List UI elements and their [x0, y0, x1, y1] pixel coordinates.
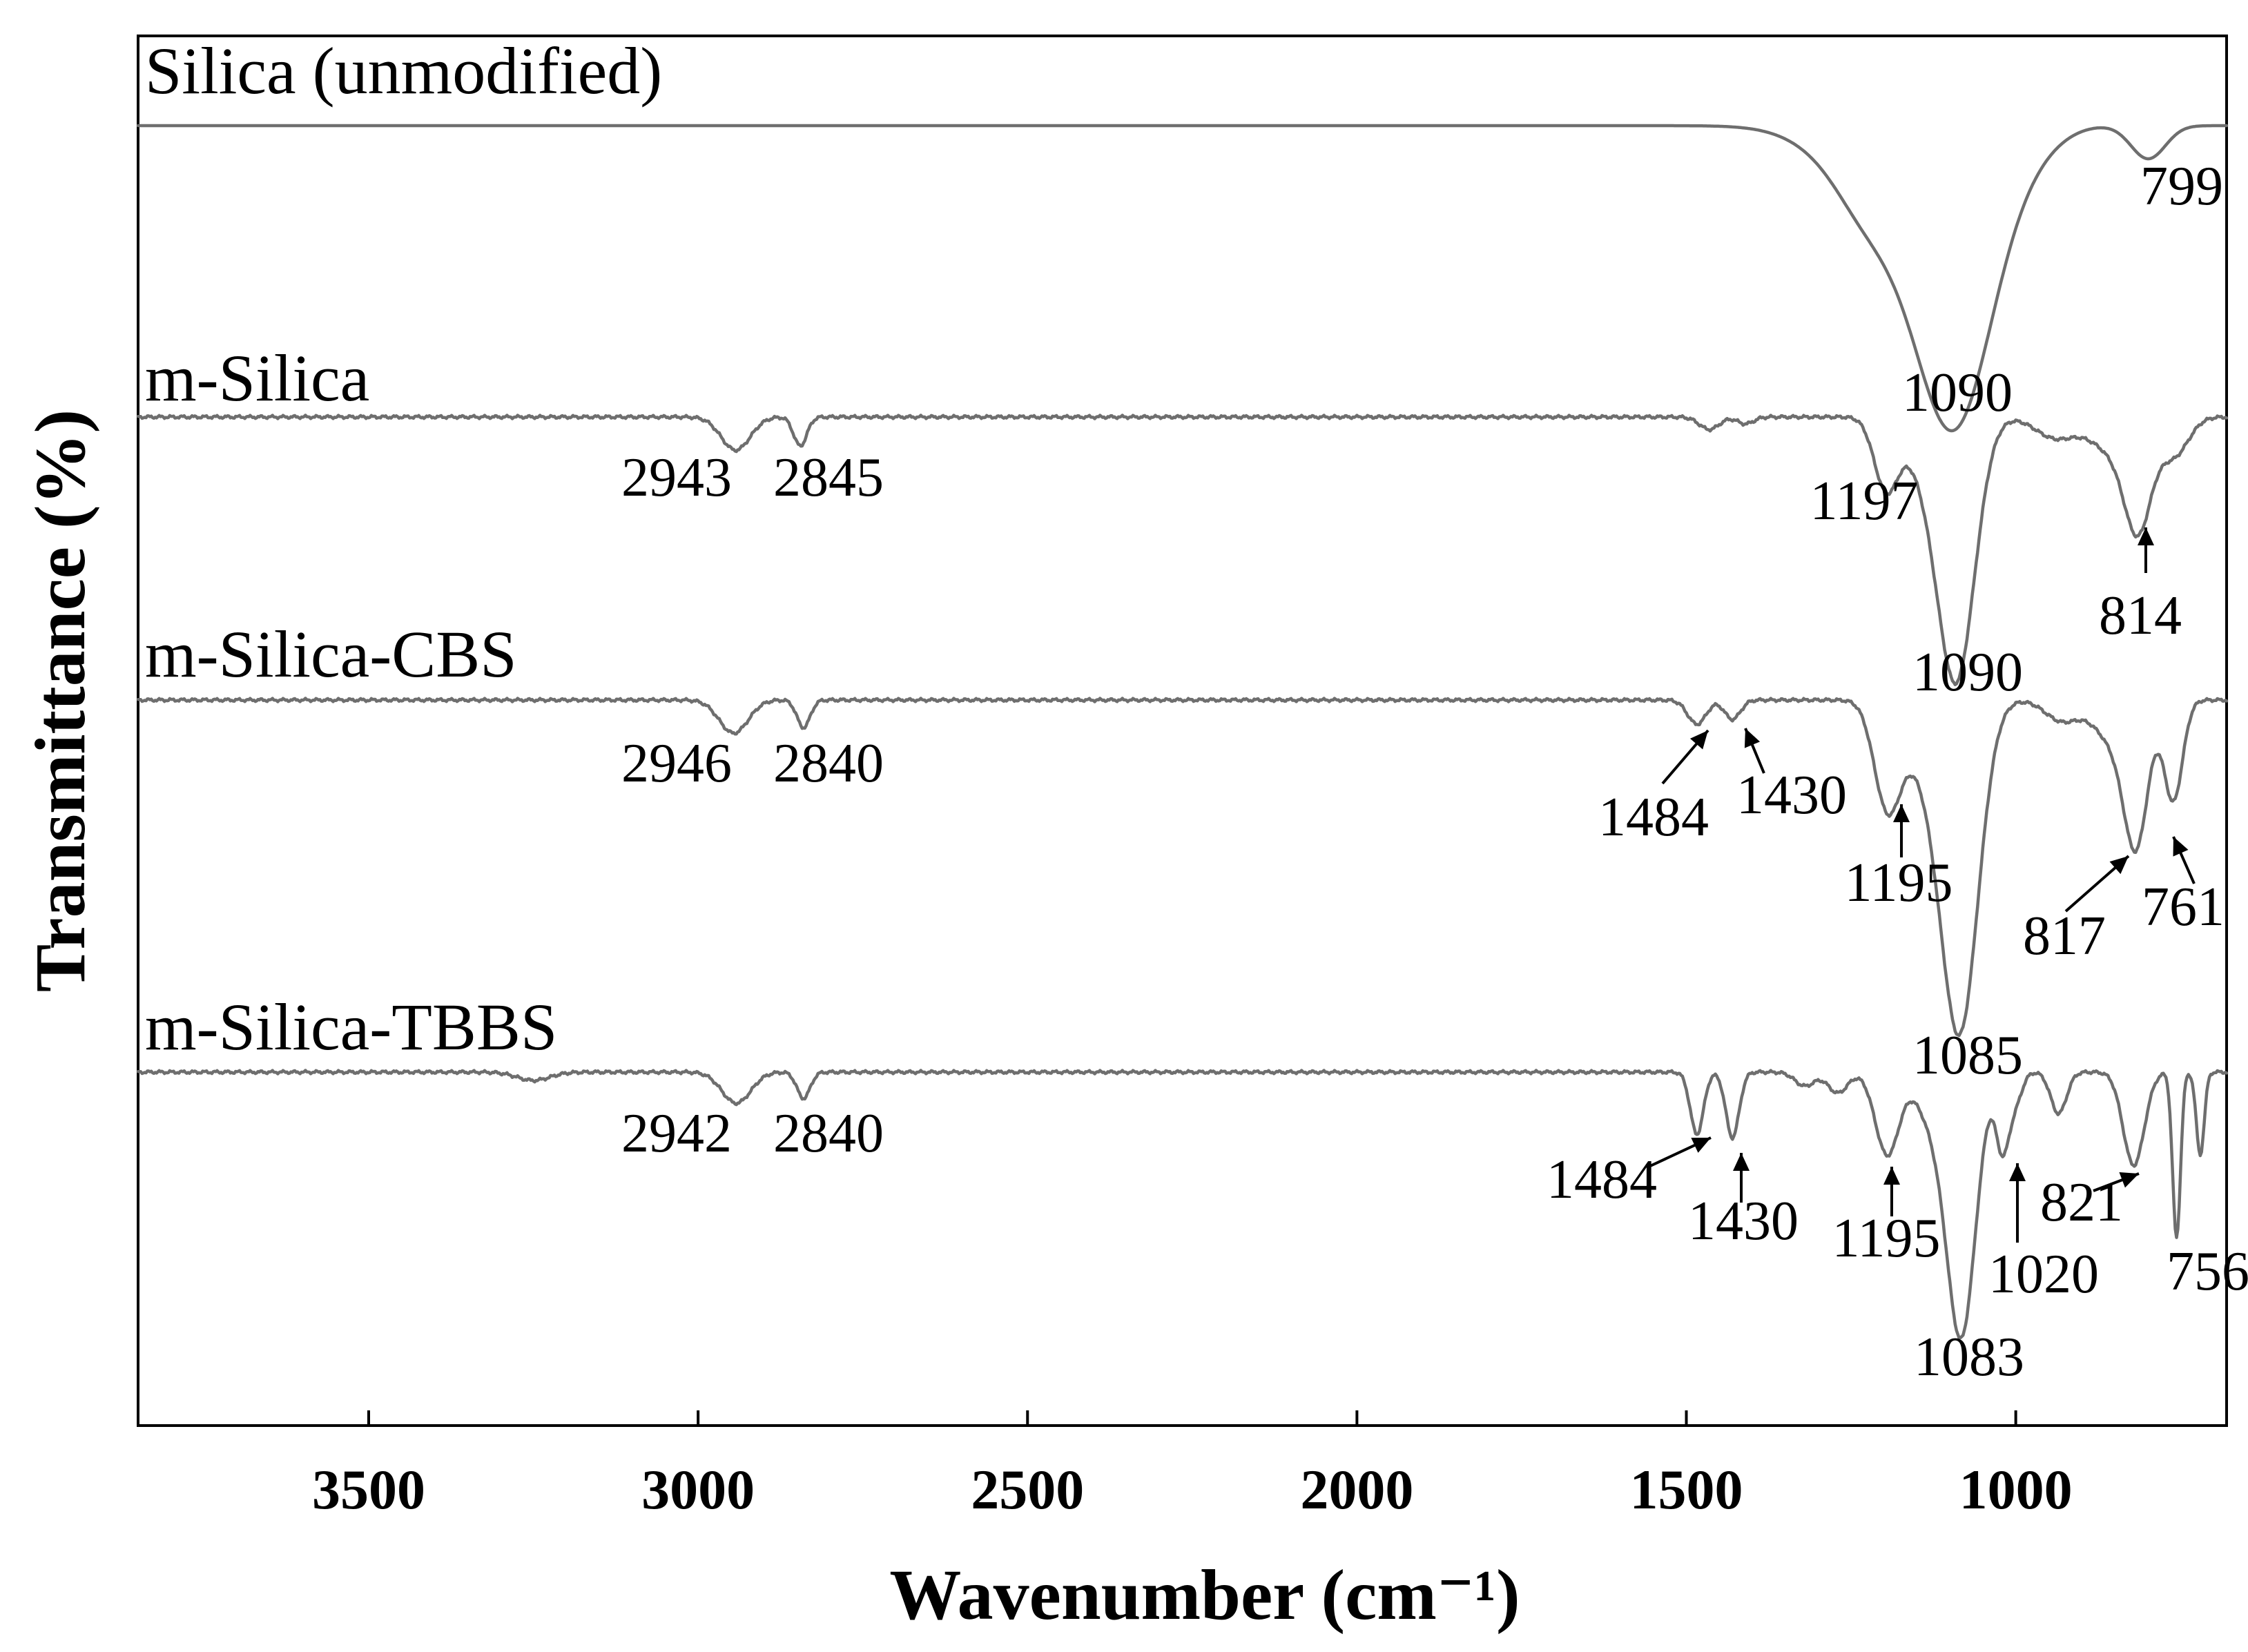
peak-label: 817	[2023, 906, 2106, 966]
peak-label: 2840	[773, 1103, 884, 1164]
peak-arrowhead	[1744, 728, 1761, 748]
peak-label: 814	[2099, 585, 2182, 646]
peak-arrowhead	[1733, 1153, 1750, 1171]
peak-arrowhead	[2119, 1172, 2139, 1188]
peak-label: 1197	[1810, 471, 1918, 532]
peak-arrowhead	[1893, 804, 1910, 822]
x-tick-label: 1000	[1959, 1458, 2073, 1521]
peak-label: 799	[2140, 156, 2223, 217]
peak-label: 1195	[1844, 853, 1953, 913]
series-layer: Silica (unmodified) m-Silica m-Silica-CBS m…	[136, 34, 2229, 1340]
peak-label: 1430	[1736, 765, 1847, 826]
peak-label: 756	[2167, 1241, 2248, 1302]
series-line-m-silica-tbbs	[136, 1069, 2229, 1340]
x-tick-label: 3500	[312, 1458, 425, 1521]
series-label-silica: Silica (unmodified)	[145, 34, 662, 108]
peak-label: 1085	[1912, 1025, 2023, 1086]
peak-label: 2845	[773, 447, 884, 508]
peak-label: 1195	[1832, 1208, 1940, 1269]
peak-label: 2840	[773, 733, 884, 794]
peak-arrowhead	[2138, 527, 2154, 545]
peak-label: 2943	[621, 447, 732, 508]
series-label-m-silica-cbs: m-Silica-CBS	[145, 617, 517, 691]
peak-arrowhead	[2009, 1163, 2026, 1181]
peak-label: 1484	[1547, 1149, 1657, 1210]
x-tick-label: 2500	[971, 1458, 1084, 1521]
x-tick-label: 3000	[641, 1458, 755, 1521]
peak-label: 2946	[621, 733, 732, 794]
peak-label: 1083	[1914, 1327, 2024, 1388]
annotation-layer: 1090 799 2943 2845 1197 1090 814 2946 2840 1484 14…	[621, 156, 2248, 1388]
series-line-m-silica-cbs	[136, 697, 2229, 1038]
series-line-m-silica	[136, 414, 2229, 687]
y-axis-title: Transmittance (%)	[21, 409, 100, 992]
peak-arrowhead	[1689, 730, 1708, 750]
peak-arrowhead	[1883, 1167, 1900, 1185]
peak-arrowhead	[2173, 837, 2189, 857]
series-label-m-silica-tbbs: m-Silica-TBBS	[145, 990, 557, 1064]
x-tick-label: 1500	[1630, 1458, 1743, 1521]
x-axis-title: Wavenumber (cm⁻¹)	[889, 1555, 1520, 1635]
peak-label: 761	[2142, 877, 2225, 937]
peak-label: 821	[2040, 1172, 2123, 1233]
peak-label: 1090	[1912, 642, 2023, 703]
x-axis: 3500 3000 2500 2000 1500 1000	[312, 1410, 2073, 1521]
plot-frame	[137, 35, 2228, 1427]
series-line-silica	[136, 124, 2229, 433]
peak-arrowhead	[1691, 1138, 1711, 1153]
peak-arrowhead	[2109, 856, 2129, 875]
peak-label: 1430	[1688, 1191, 1799, 1252]
peak-label: 1090	[1902, 362, 2013, 423]
peak-label: 2942	[621, 1103, 732, 1164]
peak-label: 1020	[1988, 1244, 2099, 1305]
series-label-m-silica: m-Silica	[145, 341, 369, 415]
peak-label: 1484	[1598, 787, 1709, 848]
x-tick-label: 2000	[1300, 1458, 1413, 1521]
